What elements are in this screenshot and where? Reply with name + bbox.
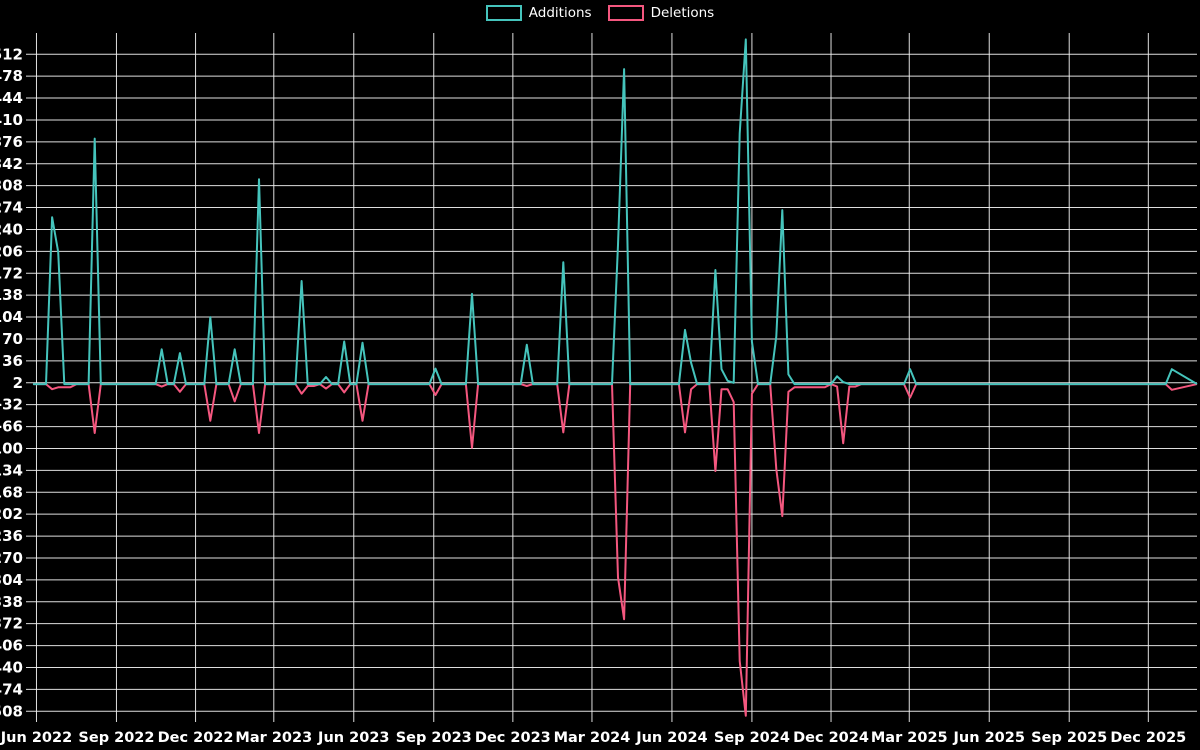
y-tick-label: 172	[0, 264, 23, 282]
y-tick-label: -508	[0, 702, 23, 720]
y-tick-label: -100	[0, 439, 23, 457]
deletions-swatch-icon	[607, 5, 644, 21]
y-tick-label: -406	[0, 637, 23, 655]
x-tick-label: Dec 2025	[1110, 730, 1186, 746]
x-tick-label: Jun 2023	[317, 730, 389, 746]
y-tick-label: -270	[0, 549, 23, 567]
legend-label-deletions: Deletions	[650, 5, 715, 21]
y-tick-label: 478	[0, 67, 23, 85]
additions-line	[32, 38, 1198, 386]
y-tick-label: 36	[2, 352, 23, 370]
legend-item-additions[interactable]: Additions	[485, 5, 592, 21]
chart-legend: Additions Deletions	[0, 5, 1200, 21]
y-tick-label: 512	[0, 45, 23, 63]
y-tick-label: 274	[0, 199, 23, 217]
legend-item-deletions[interactable]: Deletions	[607, 5, 715, 21]
x-tick-label: Jun 2024	[635, 730, 707, 746]
y-tick-label: 410	[0, 111, 23, 129]
x-tick-label: Jun 2022	[0, 730, 72, 746]
x-tick-label: Sep 2023	[396, 730, 472, 746]
y-tick-label: 308	[0, 177, 23, 195]
x-tick-label: Dec 2022	[158, 730, 234, 746]
y-tick-label: 104	[0, 308, 23, 326]
y-tick-label: 240	[0, 220, 23, 238]
y-tick-label: -66	[0, 418, 23, 436]
y-tick-label: 206	[0, 242, 23, 260]
y-tick-label: -202	[0, 505, 23, 523]
y-tick-label: 2	[13, 374, 23, 392]
x-tick-label: Sep 2025	[1031, 730, 1107, 746]
additions-swatch-icon	[485, 5, 522, 21]
y-tick-label: -372	[0, 615, 23, 633]
x-tick-label: Sep 2024	[714, 730, 790, 746]
y-tick-label: -338	[0, 593, 23, 611]
x-tick-label: Sep 2022	[78, 730, 154, 746]
legend-label-additions: Additions	[528, 5, 592, 21]
x-tick-label: Mar 2024	[554, 730, 631, 746]
y-tick-label: -474	[0, 680, 23, 698]
y-tick-label: 138	[0, 286, 23, 304]
x-tick-label: Dec 2023	[475, 730, 551, 746]
y-tick-label: -32	[0, 396, 23, 414]
deletions-line	[32, 383, 1198, 717]
y-tick-label: 70	[2, 330, 23, 348]
y-tick-label: -304	[0, 571, 23, 589]
y-tick-label: -236	[0, 527, 23, 545]
y-tick-label: 376	[0, 133, 23, 151]
y-tick-label: 444	[0, 89, 23, 107]
x-tick-label: Mar 2023	[235, 730, 312, 746]
x-tick-label: Dec 2024	[793, 730, 869, 746]
x-tick-label: Jun 2025	[953, 730, 1025, 746]
x-tick-label: Mar 2025	[871, 730, 948, 746]
y-tick-label: 342	[0, 155, 23, 173]
y-tick-label: -168	[0, 483, 23, 501]
y-tick-label: -134	[0, 461, 23, 479]
y-tick-label: -440	[0, 658, 23, 676]
